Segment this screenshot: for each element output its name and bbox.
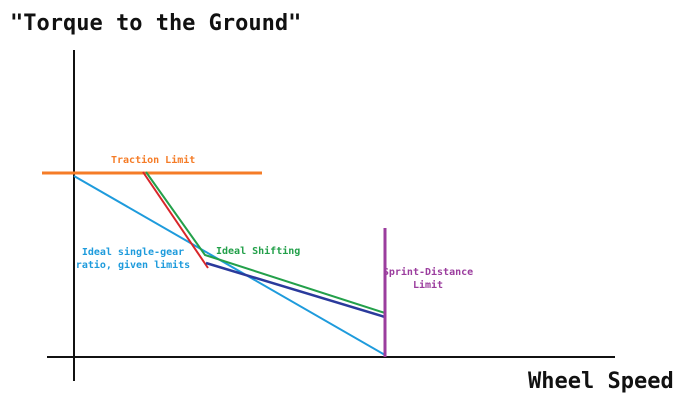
title: "Torque to the Ground" <box>10 11 301 36</box>
single-gear-label: Ideal single-gear <box>82 246 184 258</box>
x-axis-label: Wheel Speed <box>528 369 674 394</box>
sprint-limit-label: Sprint-Distance <box>383 266 473 278</box>
ideal-shifting-label: Ideal Shifting <box>216 245 300 257</box>
sprint-limit-label: Limit <box>413 279 443 291</box>
blue-curve <box>205 261 386 319</box>
red-curve <box>142 171 209 269</box>
single-gear-line <box>73 175 386 356</box>
single-gear-label: ratio, given limits <box>76 259 190 271</box>
ideal-shifting-line <box>145 171 386 314</box>
traction-limit-label: Traction Limit <box>111 154 195 166</box>
